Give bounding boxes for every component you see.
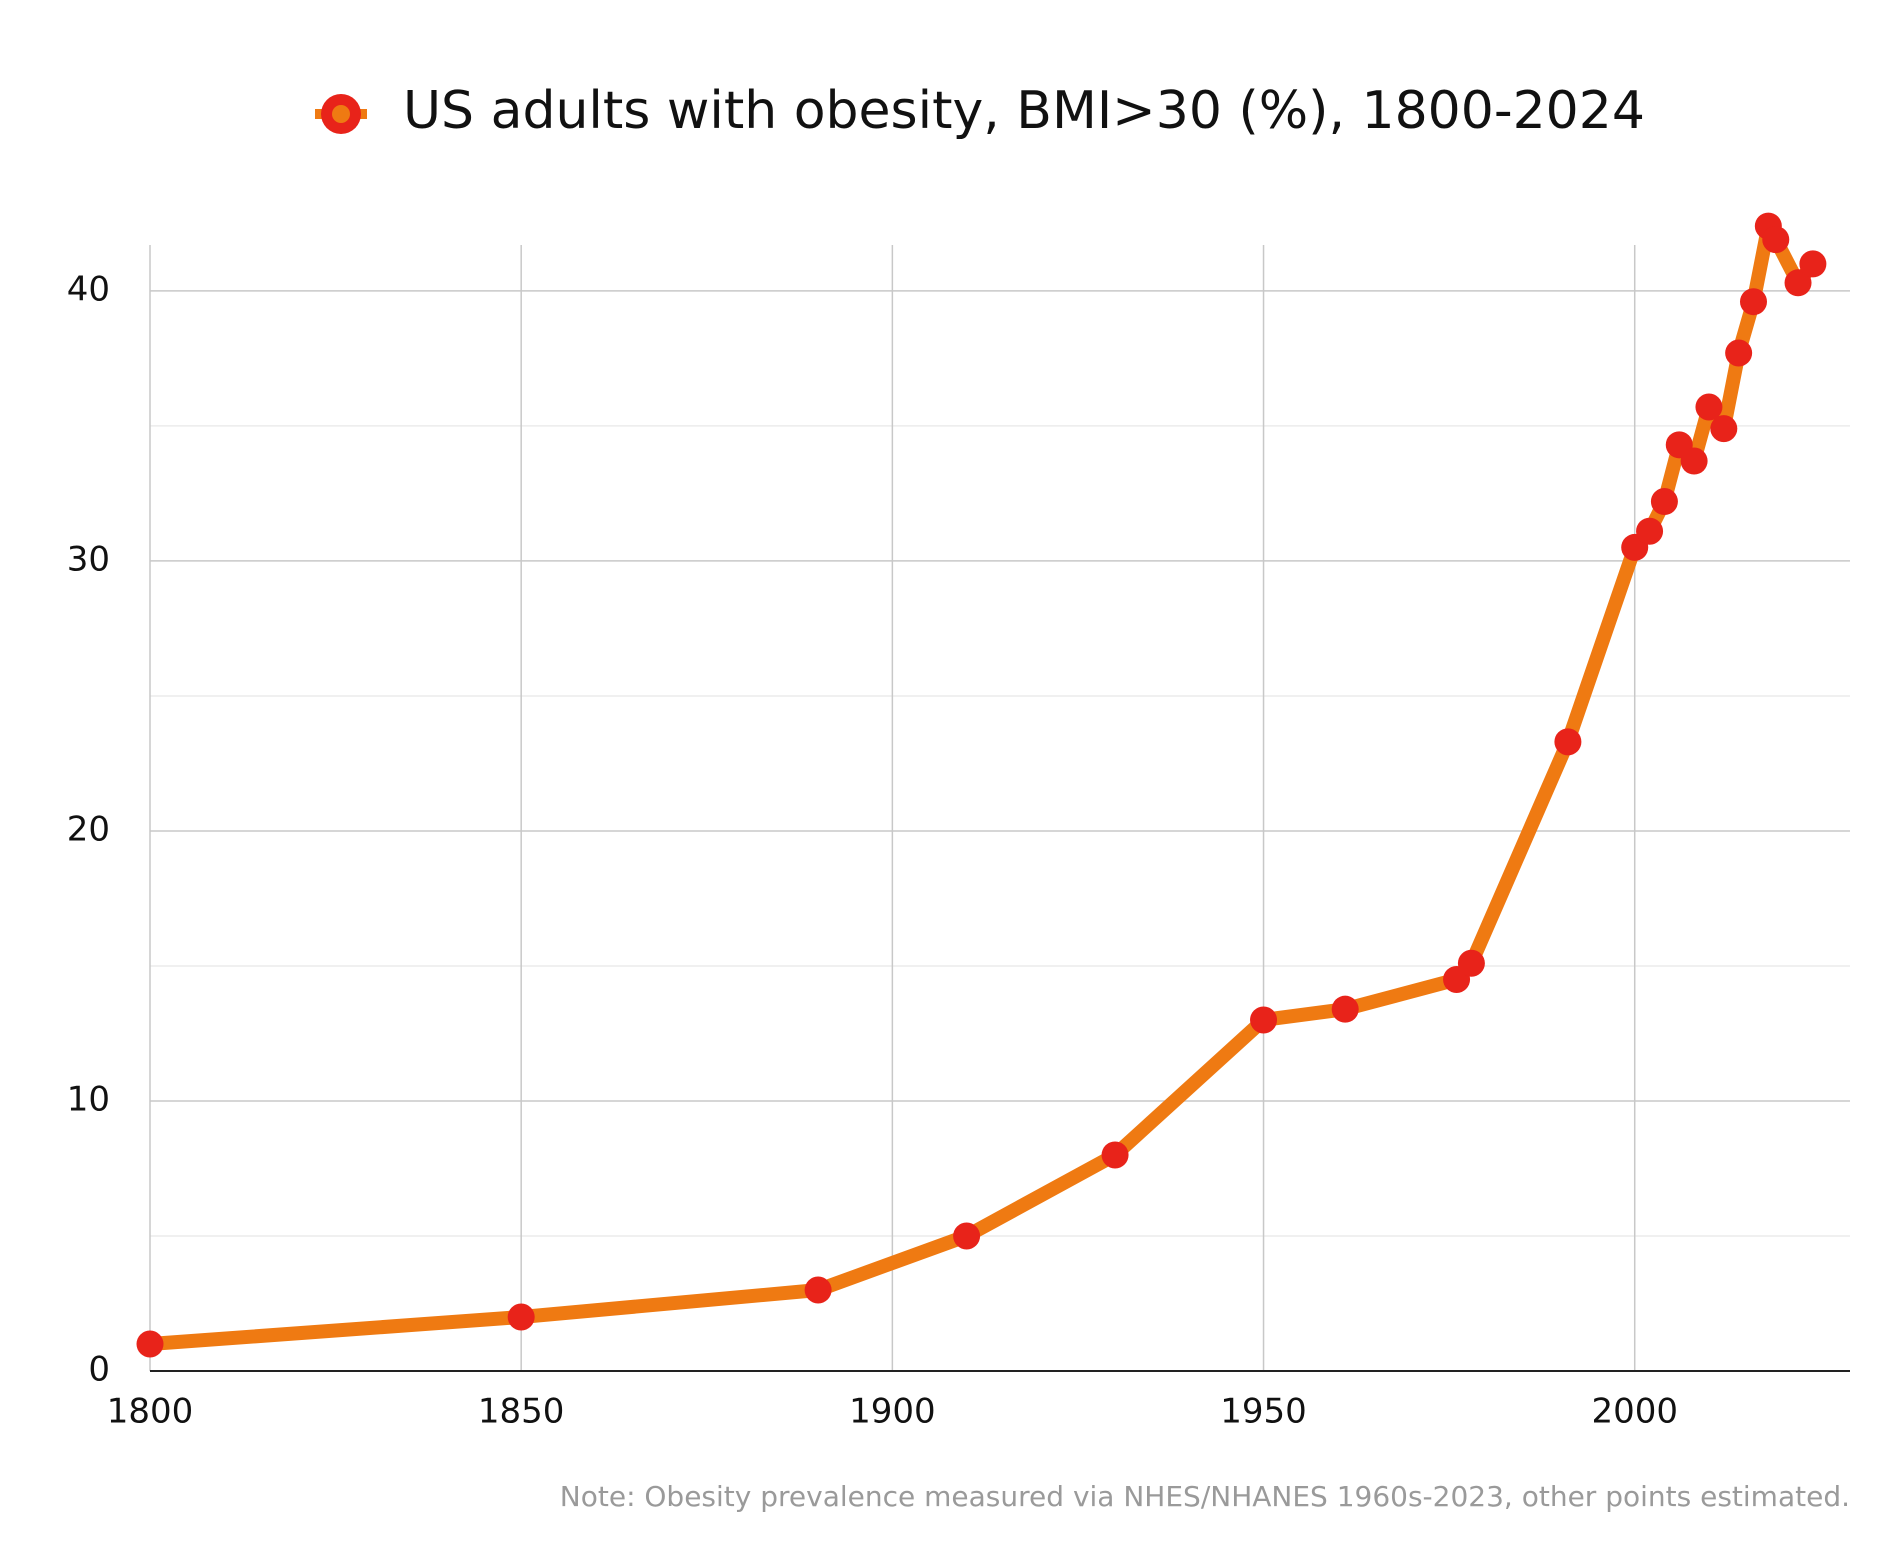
data-point — [1250, 1006, 1278, 1034]
x-tick-label: 1950 — [1220, 1392, 1307, 1432]
data-point — [1739, 288, 1767, 316]
data-point — [507, 1303, 535, 1331]
y-tick-label: 20 — [67, 809, 110, 849]
x-tick-label: 2000 — [1591, 1392, 1678, 1432]
data-point — [953, 1222, 981, 1250]
data-point — [1636, 517, 1664, 545]
data-point — [1799, 250, 1827, 278]
legend-marker-center — [332, 105, 350, 123]
y-tick-label: 30 — [67, 539, 110, 579]
y-tick-label: 10 — [67, 1079, 110, 1119]
data-point — [136, 1330, 164, 1358]
series-line — [143, 219, 1820, 1351]
data-point — [1710, 415, 1738, 443]
y-tick-label: 0 — [88, 1350, 110, 1390]
data-point — [804, 1276, 832, 1304]
data-point — [1650, 488, 1678, 516]
data-point — [1725, 339, 1753, 367]
data-point — [1784, 269, 1812, 297]
y-tick-label: 40 — [67, 269, 110, 309]
data-point — [1101, 1141, 1129, 1169]
data-point — [1331, 995, 1359, 1023]
data-point — [1457, 949, 1485, 977]
legend-label: US adults with obesity, BMI>30 (%), 1800… — [403, 81, 1645, 141]
x-tick-label: 1900 — [849, 1392, 936, 1432]
data-point — [1762, 226, 1790, 254]
note: Note: Obesity prevalence measured via NH… — [560, 1480, 1850, 1513]
data-point — [1695, 393, 1723, 421]
data-point — [1680, 447, 1708, 475]
data-point — [1554, 728, 1582, 756]
x-tick-label: 1850 — [478, 1392, 565, 1432]
x-tick-label: 1800 — [107, 1392, 194, 1432]
